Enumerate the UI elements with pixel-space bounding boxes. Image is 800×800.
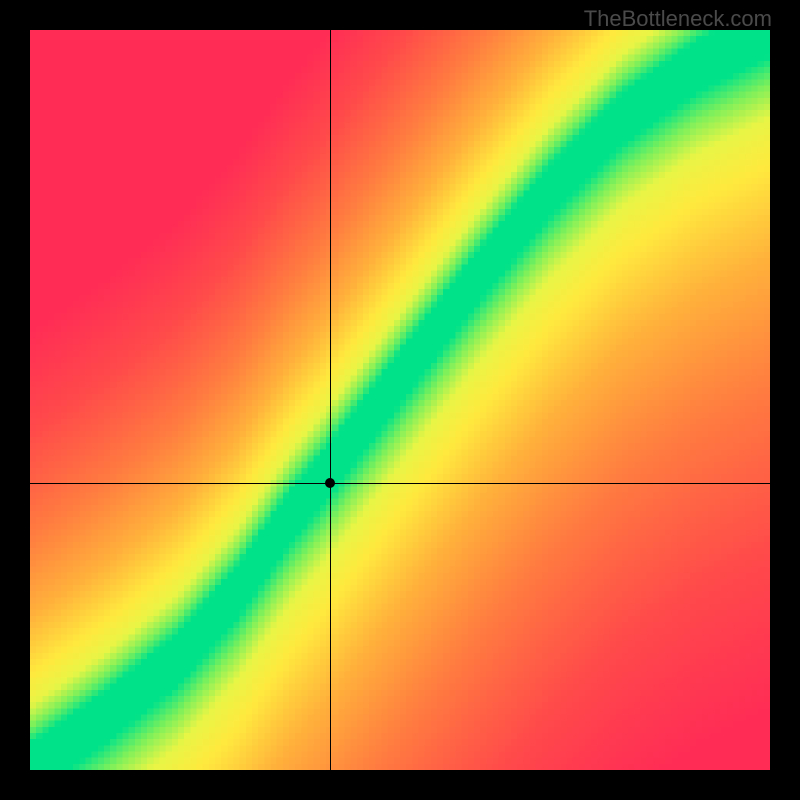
crosshair-marker-dot (325, 478, 335, 488)
heatmap-plot (30, 30, 770, 770)
heatmap-canvas (30, 30, 770, 770)
crosshair-horizontal (30, 483, 770, 484)
watermark-text: TheBottleneck.com (584, 6, 772, 32)
crosshair-vertical (330, 30, 331, 770)
